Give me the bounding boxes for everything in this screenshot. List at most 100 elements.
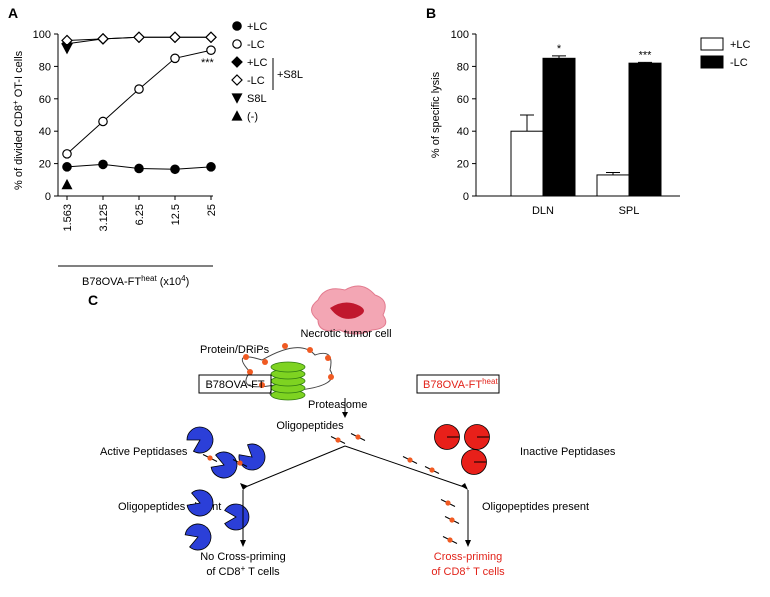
- marker: [205, 31, 217, 44]
- peptide: [440, 499, 456, 507]
- proteasome: [270, 361, 306, 401]
- marker: [231, 74, 243, 86]
- marker: [61, 43, 73, 55]
- y-axis-label-part: % of divided CD8: [13, 105, 25, 190]
- y-tick-label: 0: [463, 191, 469, 203]
- box-label: B78OVA-FT: [205, 379, 264, 391]
- marker: [133, 31, 145, 44]
- bar: [596, 174, 630, 197]
- y-tick-label: 40: [39, 126, 51, 138]
- panel-label: C: [88, 292, 98, 308]
- result-part: of CD8: [431, 566, 465, 578]
- active-peptidase: [224, 503, 250, 531]
- arrowhead: [240, 540, 246, 547]
- y-axis-label: % of specific lysis: [430, 71, 442, 158]
- x-axis-label-part: B78OVA-FT: [82, 276, 141, 288]
- marker: [232, 21, 242, 31]
- proteasome-label: Proteasome: [308, 399, 367, 411]
- panel-label: B: [426, 5, 436, 21]
- inactive-peptidase: [461, 449, 487, 475]
- cell-label: Necrotic tumor cell: [300, 328, 391, 340]
- arrowhead: [465, 540, 471, 547]
- arrowhead: [240, 483, 248, 490]
- x-axis-label-sup: heat: [141, 274, 157, 283]
- result-sup: +: [466, 564, 471, 573]
- legend-label: -LC: [247, 39, 265, 51]
- x-tick-label: 12.5: [170, 204, 182, 225]
- result-label: Cross-priming: [434, 551, 502, 563]
- peptide: [444, 516, 460, 524]
- y-axis-label: % of divided CD8+ OT-I cells: [11, 50, 25, 190]
- result-sup: +: [241, 564, 246, 573]
- x-axis-label-sup: 4: [181, 274, 186, 283]
- result-part: T cells: [470, 566, 505, 578]
- y-tick-label: 20: [457, 159, 469, 171]
- inactive-label: Inactive Peptidases: [520, 446, 616, 458]
- y-tick-label: 100: [33, 29, 51, 41]
- marker: [170, 53, 180, 64]
- oligo-label: Oligopeptides: [276, 420, 344, 432]
- legend-swatch: [700, 37, 724, 51]
- marker: [232, 39, 242, 49]
- y-tick-label: 80: [39, 61, 51, 73]
- cell-debris: [330, 302, 364, 319]
- x-tick-label: DLN: [532, 205, 554, 217]
- protein-label: Protein/DRiPs: [200, 344, 270, 356]
- legend-swatch: [700, 55, 724, 69]
- result-part: of CD8: [206, 566, 240, 578]
- legend-label: (-): [247, 111, 258, 123]
- marker: [62, 162, 72, 172]
- active-label: Active Peptidases: [100, 446, 188, 458]
- marker: [134, 163, 144, 174]
- x-tick-label: 6.25: [134, 204, 146, 225]
- active-peptidase: [208, 448, 242, 483]
- peptide: [402, 456, 418, 464]
- arrow: [242, 445, 346, 489]
- marker: [231, 56, 243, 68]
- y-tick-label: 40: [457, 126, 469, 138]
- value-label: *: [557, 43, 562, 55]
- present-label: Oligopeptides present: [482, 501, 589, 513]
- marker: [169, 31, 181, 44]
- result-part: T cells: [245, 566, 280, 578]
- active-peptidase: [182, 519, 216, 554]
- marker: [98, 116, 108, 127]
- box-label: B78OVA-FTheat: [423, 377, 498, 391]
- arrowhead: [461, 483, 468, 490]
- result-label: No Cross-priming: [200, 551, 286, 563]
- box-label-part: B78OVA-FT: [423, 379, 482, 391]
- peptide: [202, 454, 218, 462]
- result-label: of CD8+ T cells: [431, 564, 505, 578]
- x-tick-label: 3.125: [98, 204, 110, 232]
- arrow: [344, 445, 468, 489]
- bar: [542, 57, 576, 197]
- arrowhead: [342, 412, 348, 418]
- x-axis-label-part: (x10: [157, 276, 181, 288]
- marker: [231, 110, 243, 121]
- active-peptidase: [183, 421, 219, 458]
- series-line: [66, 49, 212, 155]
- marker: [98, 159, 108, 170]
- peptide: [350, 433, 366, 441]
- marker: [62, 149, 72, 159]
- marker: [206, 45, 216, 55]
- y-tick-label: 60: [39, 94, 51, 106]
- y-tick-label: 60: [457, 94, 469, 106]
- legend-label: +LC: [247, 57, 268, 69]
- marker: [206, 162, 216, 172]
- box: [416, 374, 500, 394]
- y-axis-label-part: OT-I cells: [13, 50, 25, 100]
- peptide: [330, 436, 346, 444]
- legend-label: -LC: [730, 57, 748, 69]
- peptide: [442, 536, 458, 544]
- marker: [61, 178, 73, 190]
- active-peptidase: [234, 439, 271, 476]
- y-tick-label: 20: [39, 159, 51, 171]
- x-tick-label: 25: [206, 204, 218, 216]
- box-label-sup: heat: [482, 377, 498, 386]
- bar: [628, 62, 662, 197]
- result-label: of CD8+ T cells: [206, 564, 280, 578]
- y-tick-label: 80: [457, 61, 469, 73]
- peptide: [424, 466, 440, 474]
